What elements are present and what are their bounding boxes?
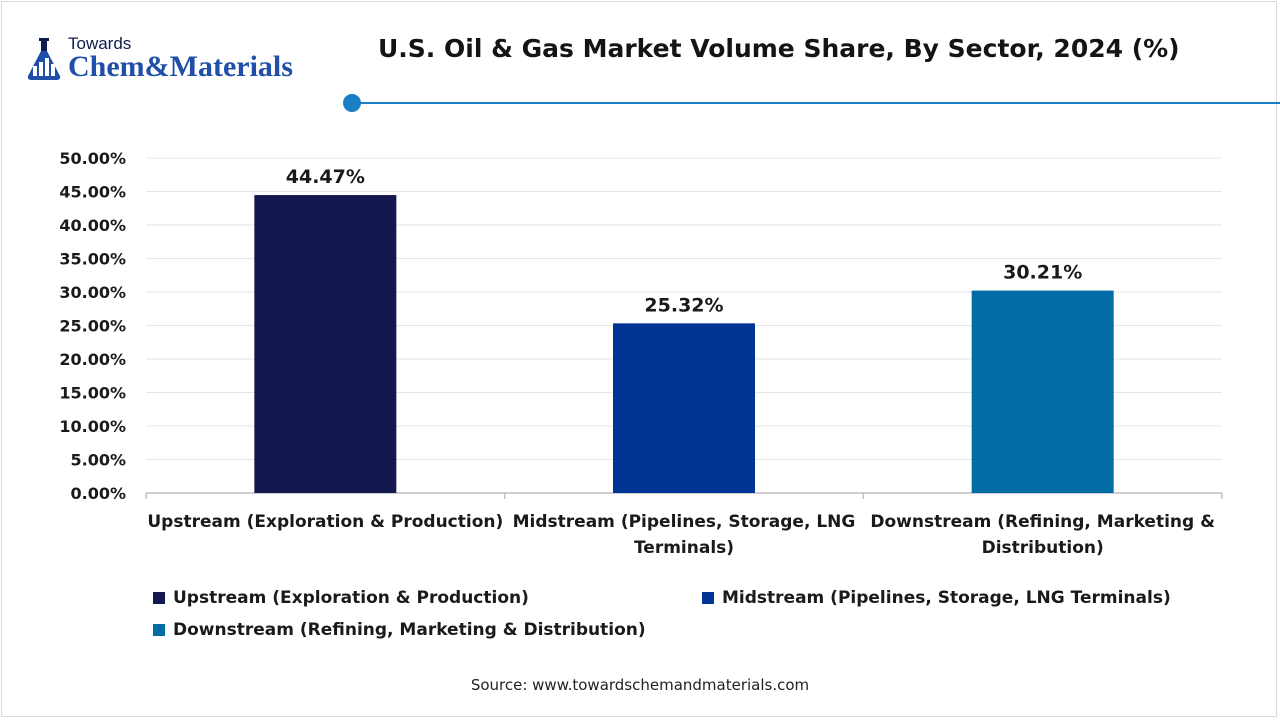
flask-logo-icon xyxy=(27,38,61,80)
data-label: 30.21% xyxy=(1003,262,1082,284)
bar xyxy=(971,290,1114,493)
y-tick-label: 0.00% xyxy=(70,484,126,503)
data-label: 44.47% xyxy=(286,166,365,188)
bar xyxy=(613,323,755,493)
data-label: 25.32% xyxy=(644,294,723,316)
y-tick-label: 35.00% xyxy=(59,250,126,269)
y-tick-label: 10.00% xyxy=(59,417,126,436)
logo-line-towards: Towards xyxy=(68,34,132,53)
brand-logo: Towards Chem&Materials xyxy=(22,34,332,86)
y-tick-label: 50.00% xyxy=(59,149,126,168)
logo-word-materials: Materials xyxy=(169,50,293,83)
x-tick-label: Terminals) xyxy=(634,538,734,558)
y-tick-label: 45.00% xyxy=(59,183,126,202)
source-note: Source: www.towardschemandmaterials.com xyxy=(470,676,810,694)
y-tick-label: 5.00% xyxy=(70,451,126,470)
y-tick-label: 15.00% xyxy=(59,384,126,403)
title-underline-dot xyxy=(343,94,361,112)
x-tick-label: Downstream (Refining, Marketing & xyxy=(870,512,1215,532)
logo-ampersand: & xyxy=(144,50,170,83)
y-tick-label: 30.00% xyxy=(59,283,126,302)
logo-wordmark: Chem&Materials xyxy=(68,50,293,84)
y-tick-label: 20.00% xyxy=(59,350,126,369)
x-tick-label: Distribution) xyxy=(982,538,1104,558)
x-tick-label: Upstream (Exploration & Production) xyxy=(147,512,503,532)
y-tick-label: 25.00% xyxy=(59,317,126,336)
title-underline xyxy=(352,102,1280,104)
x-tick-label: Midstream (Pipelines, Storage, LNG xyxy=(513,512,856,532)
chart-title: U.S. Oil & Gas Market Volume Share, By S… xyxy=(378,34,1180,63)
y-tick-label: 40.00% xyxy=(59,216,126,235)
logo-word-chem: Chem xyxy=(68,50,145,83)
bar xyxy=(254,195,397,493)
